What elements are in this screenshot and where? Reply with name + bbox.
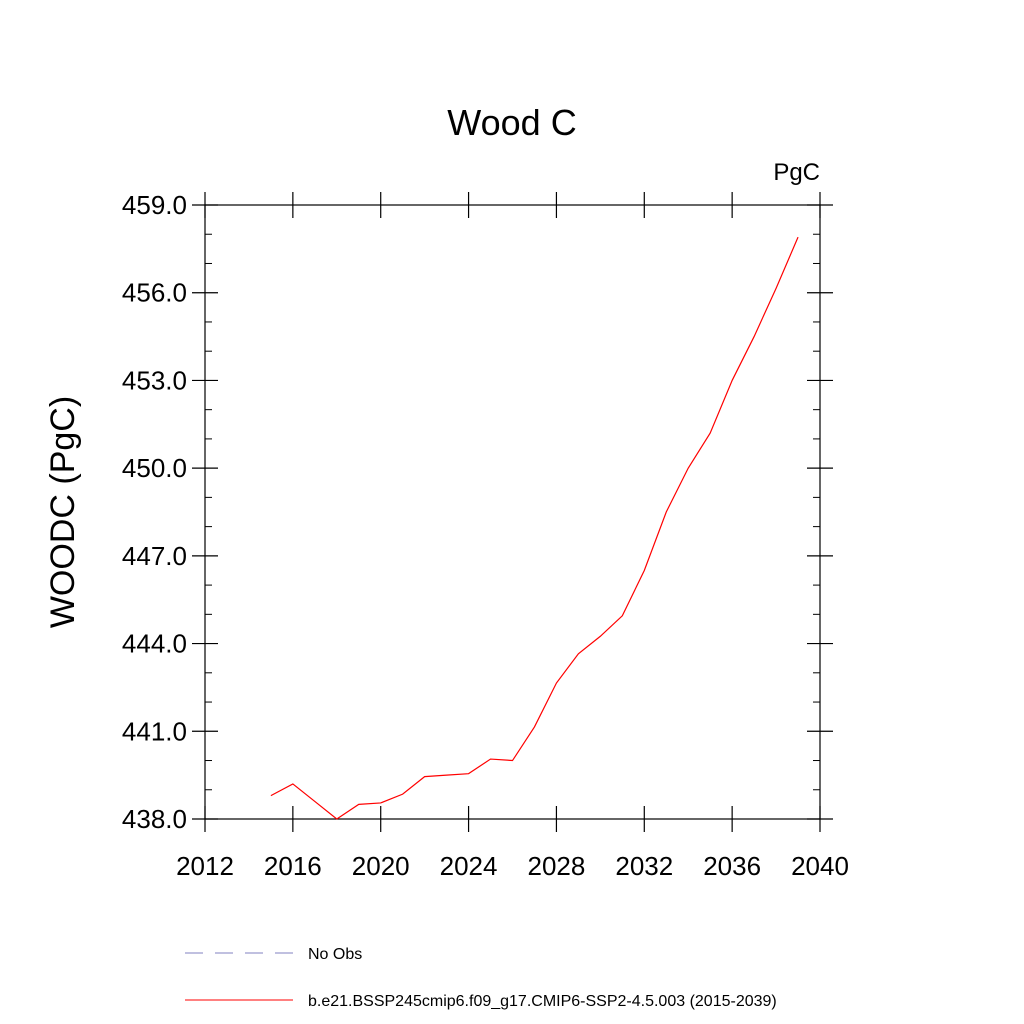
chart-title: Wood C (447, 102, 576, 143)
units-label: PgC (773, 159, 820, 186)
x-tick-label: 2012 (176, 851, 234, 881)
legend-label: No Obs (308, 946, 362, 963)
y-tick-label: 441.0 (122, 716, 187, 746)
y-tick-label: 450.0 (122, 453, 187, 483)
axis-ticks (192, 192, 833, 832)
x-tick-label: 2036 (703, 851, 761, 881)
x-tick-label: 2016 (264, 851, 322, 881)
y-tick-label: 447.0 (122, 541, 187, 571)
y-axis-label: WOODC (PgC) (44, 396, 82, 628)
y-tick-label: 444.0 (122, 629, 187, 659)
x-tick-label: 2024 (440, 851, 498, 881)
x-tick-label: 2020 (352, 851, 410, 881)
plot-frame (204, 204, 821, 820)
y-tick-label: 453.0 (122, 365, 187, 395)
legend-label: b.e21.BSSP245cmip6.f09_g17.CMIP6-SSP2-4.… (308, 993, 777, 1010)
y-tick-label: 456.0 (122, 278, 187, 308)
x-tick-labels: 2012 2016 2020 2024 2028 2032 2036 2040 (176, 851, 849, 881)
x-tick-label: 2040 (791, 851, 849, 881)
y-tick-label: 438.0 (122, 804, 187, 834)
y-tick-labels: 438.0 441.0 444.0 447.0 450.0 453.0 456.0 459.0 (122, 190, 187, 834)
x-tick-label: 2028 (528, 851, 586, 881)
legend: No Obs b.e21.BSSP245cmip6.f09_g17.CMIP6-S… (185, 946, 777, 1010)
series-line (270, 236, 799, 820)
series-group (270, 236, 799, 820)
x-tick-label: 2032 (615, 851, 673, 881)
y-tick-label: 459.0 (122, 190, 187, 220)
